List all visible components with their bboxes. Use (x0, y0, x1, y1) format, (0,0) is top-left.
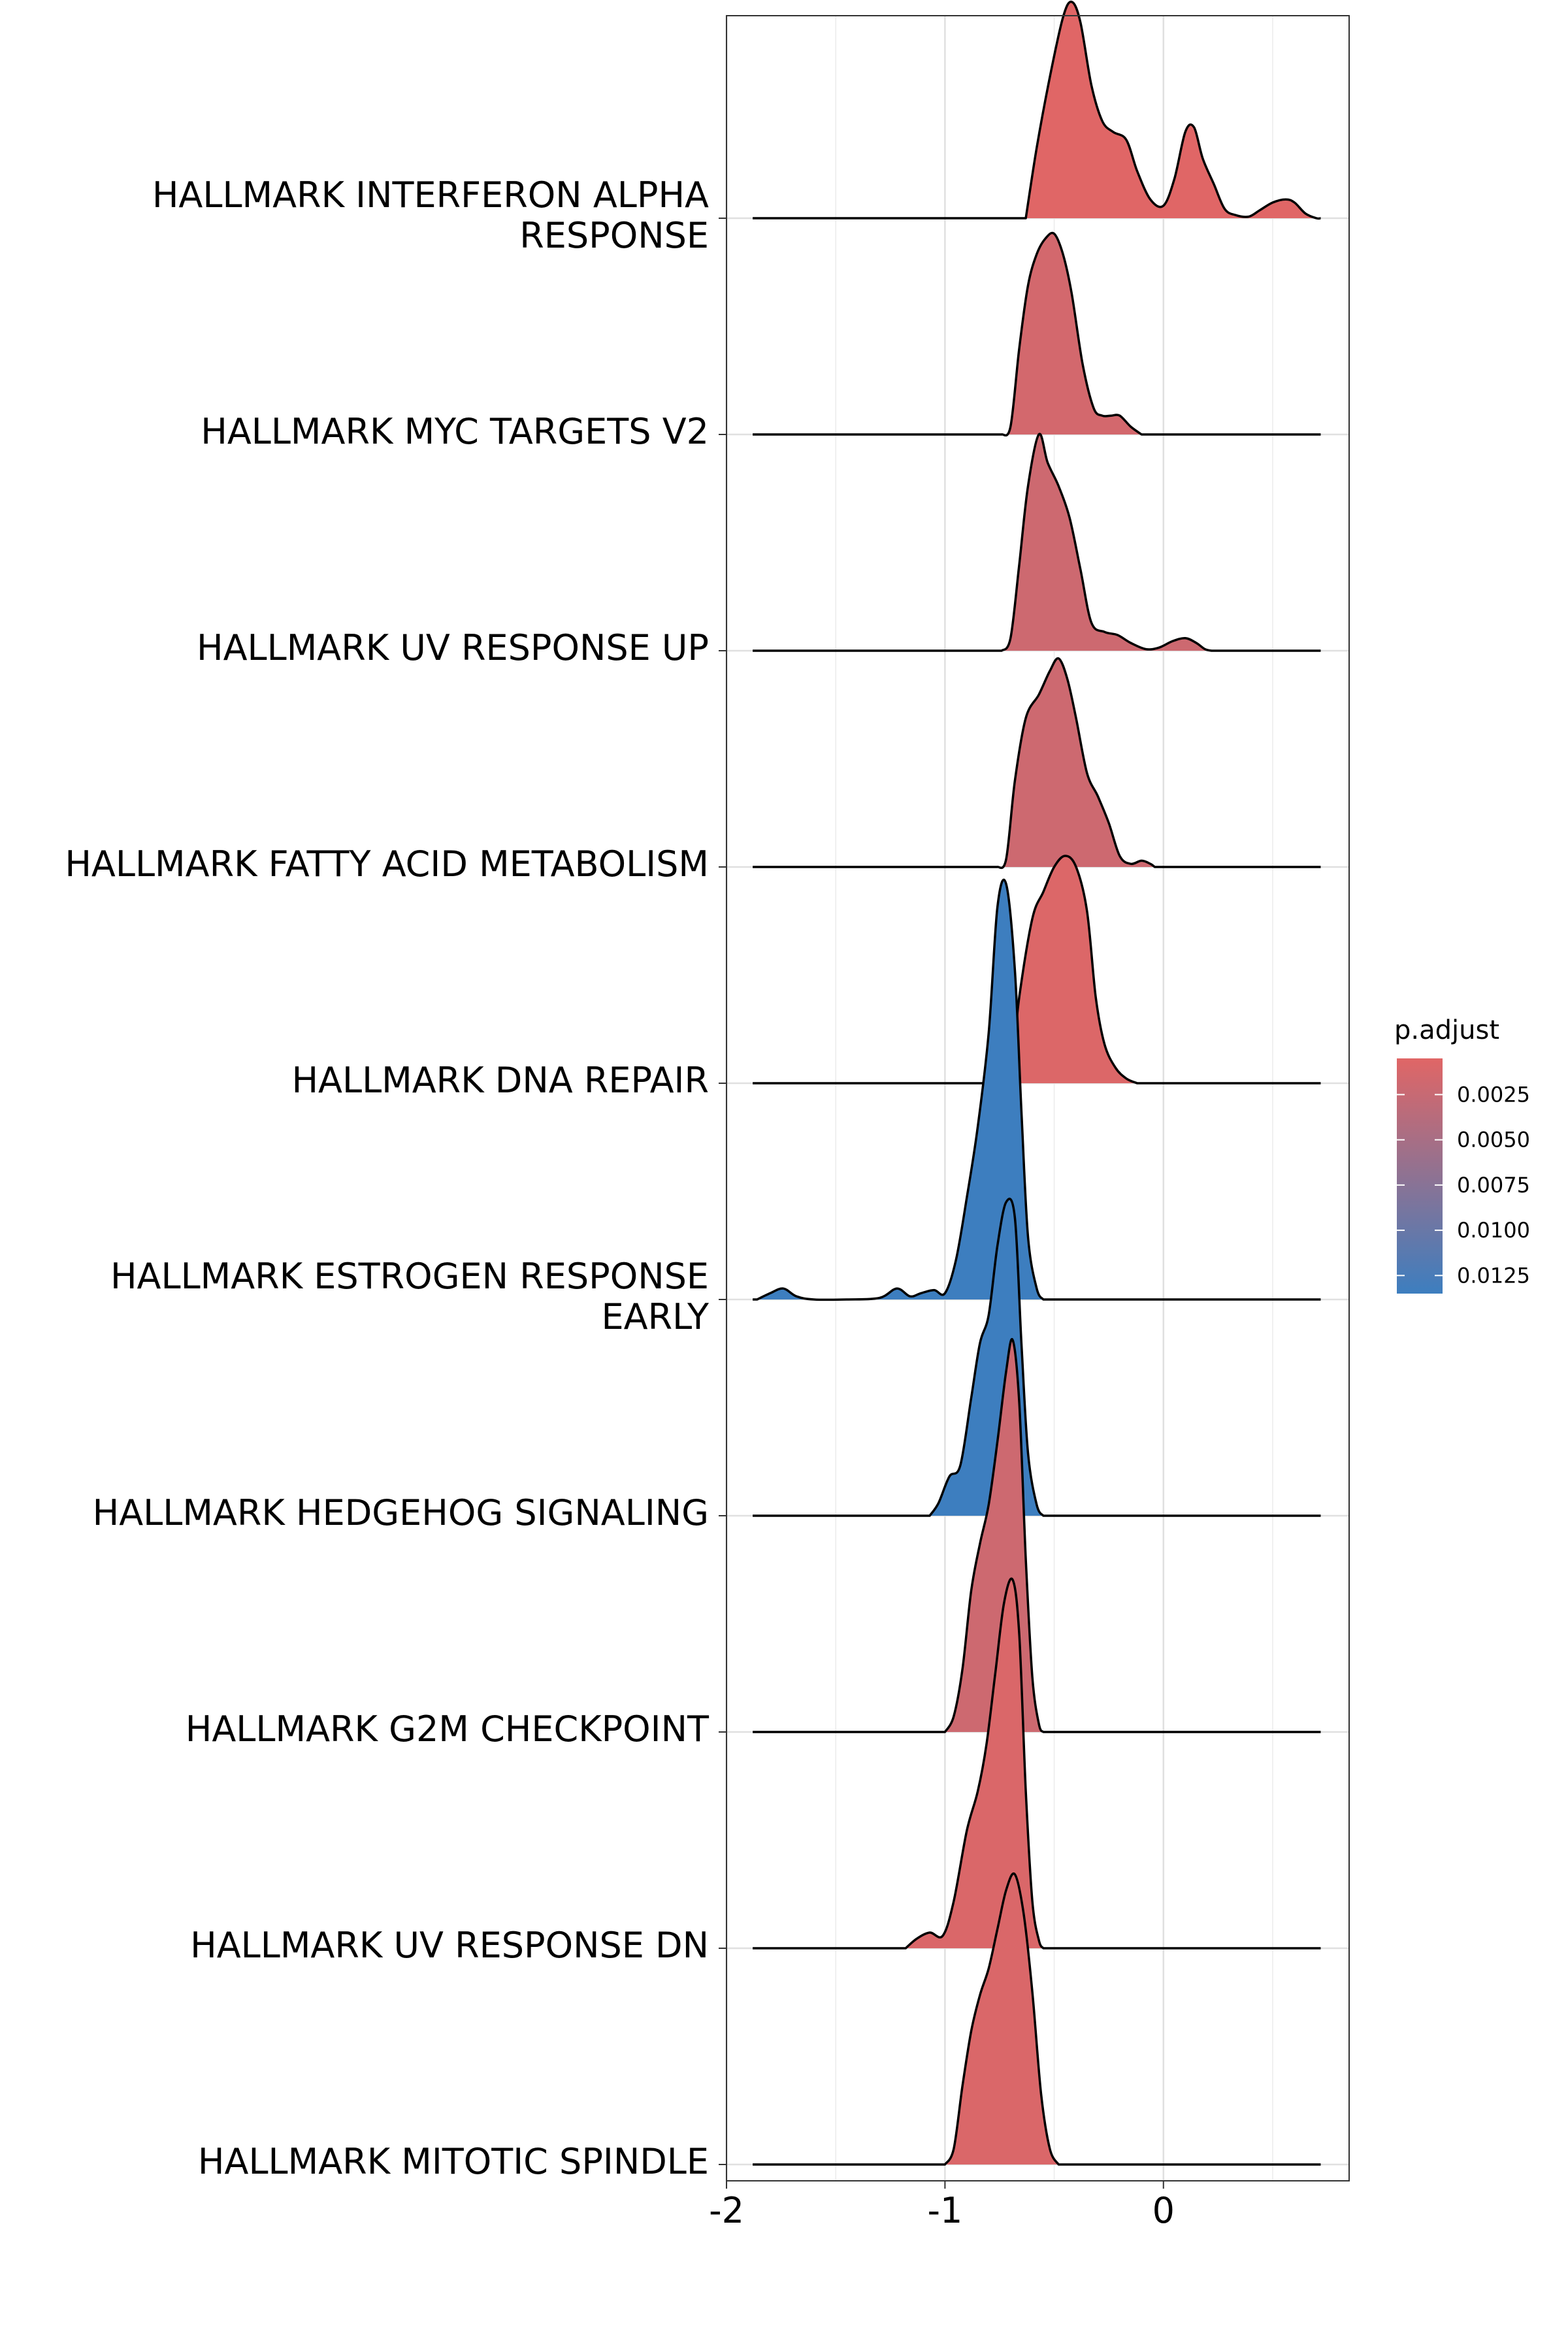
x-tick-label: -1 (927, 2190, 962, 2231)
legend-tick-label: 0.0050 (1457, 1128, 1530, 1152)
category-label: HALLMARK UV RESPONSE UP (197, 627, 709, 668)
ridge-hallmark-mitotic-spindle (753, 1872, 1321, 2166)
legend-tick-label: 0.0075 (1457, 1173, 1530, 1198)
ridge-fill (1026, 1, 1321, 219)
ridge-outline (753, 433, 1321, 652)
x-tick-label: 0 (1152, 2190, 1175, 2231)
ridges (753, 0, 1321, 2166)
category-label: HALLMARK INTERFERON ALPHA RESPONSE (152, 174, 709, 256)
legend-colorbar (1397, 1058, 1443, 1294)
category-label: HALLMARK ESTROGEN RESPONSE EARLY (110, 1256, 710, 1337)
ridge-hallmark-estrogen-response-early (753, 878, 1321, 1301)
ridge-hallmark-dna-repair (753, 855, 1321, 1086)
ridge-fill (1002, 434, 1212, 651)
category-label: HALLMARK MYC TARGETS V2 (201, 411, 709, 452)
category-label: HALLMARK MITOTIC SPINDLE (198, 2141, 709, 2182)
category-label: HALLMARK HEDGEHOG SIGNALING (93, 1492, 709, 1533)
category-label: HALLMARK UV RESPONSE DN (190, 1925, 709, 1966)
ridge-outline (753, 855, 1321, 1086)
ridge-outline (753, 878, 1321, 1301)
ridge-fill (757, 879, 1043, 1300)
category-label: HALLMARK FATTY ACID METABOLISM (65, 843, 709, 885)
legend-tick-label: 0.0100 (1457, 1218, 1530, 1243)
ridge-outline (753, 1577, 1321, 1950)
legend-tick-label: 0.0025 (1457, 1082, 1530, 1107)
legend-tick-label: 0.0125 (1457, 1263, 1530, 1288)
ridge-outline (753, 657, 1321, 870)
ridge-fill (997, 658, 1155, 868)
ridge-hallmark-myc-targets-v2 (753, 231, 1321, 437)
ridge-fill (945, 1873, 1059, 2164)
y-axis-labels: HALLMARK INTERFERON ALPHA RESPONSE HALLMAR… (65, 174, 727, 2182)
x-axis: -2 -1 0 (709, 2181, 1175, 2231)
ridge-outline (753, 0, 1321, 220)
ridge-hallmark-interferon-alpha-response (753, 0, 1321, 220)
legend-title: p.adjust (1394, 1015, 1499, 1045)
category-label: HALLMARK G2M CHECKPOINT (186, 1708, 710, 1750)
ridge-hallmark-uv-response-up (753, 433, 1321, 652)
ridge-hallmark-fatty-acid-metabolism (753, 657, 1321, 870)
ridge-fill (906, 1578, 1043, 1948)
category-label: HALLMARK DNA REPAIR (291, 1060, 709, 1101)
plot-panel (725, 0, 1350, 2181)
ridge-fill (1002, 233, 1142, 436)
legend: p.adjust 0.0025 0.0050 0.0075 0.0100 0.0125 (1394, 1015, 1530, 1294)
x-tick-label: -2 (709, 2190, 744, 2231)
ridge-outline (753, 1198, 1321, 1517)
ridge-outline (753, 1337, 1321, 1733)
ridge-outline (753, 231, 1321, 437)
ridge-hallmark-uv-response-dn (753, 1577, 1321, 1950)
panel-border (726, 15, 1350, 2181)
ridge-outline (753, 1872, 1321, 2166)
